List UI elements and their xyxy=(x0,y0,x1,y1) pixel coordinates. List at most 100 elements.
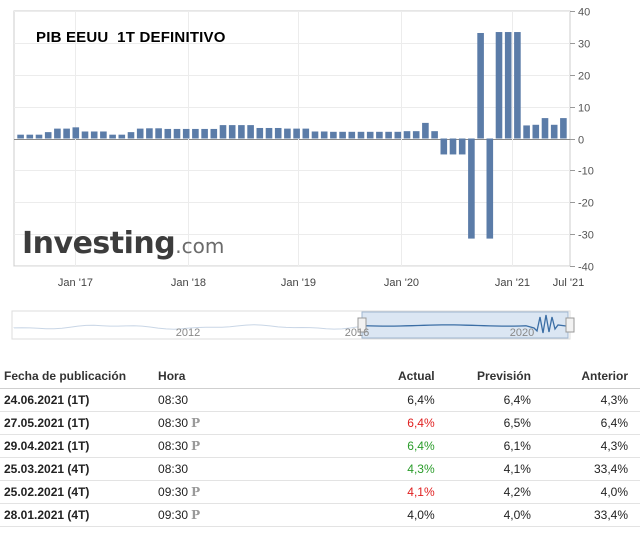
cell-actual: 6,4% xyxy=(331,434,439,458)
cell-actual: 4,0% xyxy=(331,503,439,527)
bar xyxy=(54,128,61,139)
bar xyxy=(173,128,181,139)
chart-area: 40 30 20 10 0 -10 -20 -30 -40 Jan '17 Jan '18 Jan '… xyxy=(13,7,594,289)
cell-actual: 6,4% xyxy=(331,411,439,435)
bar xyxy=(293,128,300,139)
chart-title: PIB EEUU 1T DEFINITIVO xyxy=(36,29,226,46)
bar xyxy=(265,127,273,139)
bar xyxy=(118,134,126,139)
cell-actual: 4,3% xyxy=(331,457,439,481)
bar xyxy=(228,125,236,139)
table-row: 29.04.2021 (1T) 08:30 P 6,4% 6,1% 4,3% xyxy=(0,434,640,458)
bar xyxy=(146,128,153,139)
y-tick-label: 30 xyxy=(578,39,590,51)
bar xyxy=(136,128,144,139)
bar xyxy=(164,128,172,139)
cell-date: 24.06.2021 (1T) xyxy=(0,388,155,412)
bar xyxy=(284,128,291,139)
cell-date: 25.02.2021 (4T) xyxy=(0,480,155,504)
logo-name: Investing xyxy=(22,226,176,261)
bar xyxy=(219,125,227,139)
bar xyxy=(376,131,383,139)
chart-navigator[interactable]: 2012 2016 2020 xyxy=(0,305,640,345)
table-row: 24.06.2021 (1T) 08:30 6,4% 6,4% 4,3% xyxy=(0,388,640,412)
y-tick-label: 20 xyxy=(578,71,590,83)
cell-hour: 08:30 xyxy=(154,457,332,481)
navigator-right-handle[interactable] xyxy=(565,317,575,333)
bar xyxy=(523,125,530,139)
cell-hour: 09:30 P xyxy=(154,503,332,527)
investing-logo: Investing.com xyxy=(22,226,224,261)
preliminary-icon: P xyxy=(191,416,201,430)
navigator-label: 2016 xyxy=(345,327,369,339)
navigator-label: 2020 xyxy=(510,327,534,339)
cell-previous: 6,4% xyxy=(534,411,640,435)
x-tick-label: Jan '19 xyxy=(281,277,316,289)
bar xyxy=(100,131,107,139)
hour-text: 08:30 xyxy=(158,416,189,430)
bar xyxy=(35,134,43,139)
bar xyxy=(514,32,521,139)
cell-previous: 33,4% xyxy=(534,503,640,527)
bar xyxy=(550,124,558,139)
bar xyxy=(357,131,365,139)
navigator-label: 2012 xyxy=(176,327,200,339)
preliminary-icon: P xyxy=(191,508,201,522)
table-row: 28.01.2021 (4T) 09:30 P 4,0% 4,0% 33,4% xyxy=(0,503,640,527)
table-body: 24.06.2021 (1T) 08:30 6,4% 6,4% 4,3% 27.05.20… xyxy=(0,388,640,527)
bar xyxy=(440,138,448,155)
table-header-row: Fecha de publicación Hora Actual Previsi… xyxy=(0,364,640,389)
bar xyxy=(44,132,52,139)
x-tick-label: Jan '20 xyxy=(384,277,419,289)
table-row: 25.02.2021 (4T) 09:30 P 4,1% 4,2% 4,0% xyxy=(0,480,640,504)
y-tick-label: -40 xyxy=(578,262,594,274)
bar xyxy=(339,131,346,139)
cell-hour: 08:30 xyxy=(154,388,332,412)
cell-previous: 4,3% xyxy=(534,388,640,412)
bar xyxy=(330,131,337,139)
cell-date: 28.01.2021 (4T) xyxy=(0,503,155,527)
x-tick-label: Jan '18 xyxy=(171,277,206,289)
bar xyxy=(468,138,475,239)
cell-forecast: 6,4% xyxy=(438,388,535,412)
cell-forecast: 4,1% xyxy=(438,457,535,481)
bar xyxy=(302,128,310,139)
bar xyxy=(274,127,282,139)
header-forecast[interactable]: Previsión xyxy=(438,364,535,389)
cell-actual: 6,4% xyxy=(331,388,439,412)
bar xyxy=(560,118,567,139)
cell-hour: 08:30 P xyxy=(154,434,332,458)
header-date[interactable]: Fecha de publicación xyxy=(0,364,155,389)
bar xyxy=(394,131,402,139)
bar xyxy=(17,134,24,139)
bar xyxy=(192,128,199,139)
hour-text: 09:30 xyxy=(158,485,189,499)
header-previous[interactable]: Anterior xyxy=(534,364,640,389)
navigator-series xyxy=(13,324,359,330)
logo-suffix: .com xyxy=(175,234,225,258)
main-chart: 40 30 20 10 0 -10 -20 -30 -40 Jan '17 Jan '18 Jan '… xyxy=(13,7,594,289)
table-row: 25.03.2021 (4T) 08:30 4,3% 4,1% 33,4% xyxy=(0,457,640,481)
x-tick-label: Jan '17 xyxy=(58,277,93,289)
x-tick-label: Jan '21 xyxy=(495,277,530,289)
bar xyxy=(422,122,429,139)
y-tick-label: -20 xyxy=(578,198,594,210)
bar xyxy=(431,131,438,139)
y-tick-label: 40 xyxy=(578,7,590,19)
bar xyxy=(238,125,245,139)
bar xyxy=(247,125,254,139)
y-tick-label: 10 xyxy=(578,103,590,115)
bar xyxy=(201,128,208,139)
cell-forecast: 6,1% xyxy=(438,434,535,458)
navigator-left-handle[interactable] xyxy=(357,317,367,333)
bar xyxy=(109,134,116,139)
bar xyxy=(90,131,98,139)
bar xyxy=(366,131,374,139)
hour-text: 08:30 xyxy=(158,462,189,476)
header-hour[interactable]: Hora xyxy=(154,364,332,389)
bar xyxy=(155,128,162,139)
bar xyxy=(311,131,319,139)
header-actual[interactable]: Actual xyxy=(331,364,439,389)
bar xyxy=(486,138,494,239)
bar xyxy=(385,131,392,139)
